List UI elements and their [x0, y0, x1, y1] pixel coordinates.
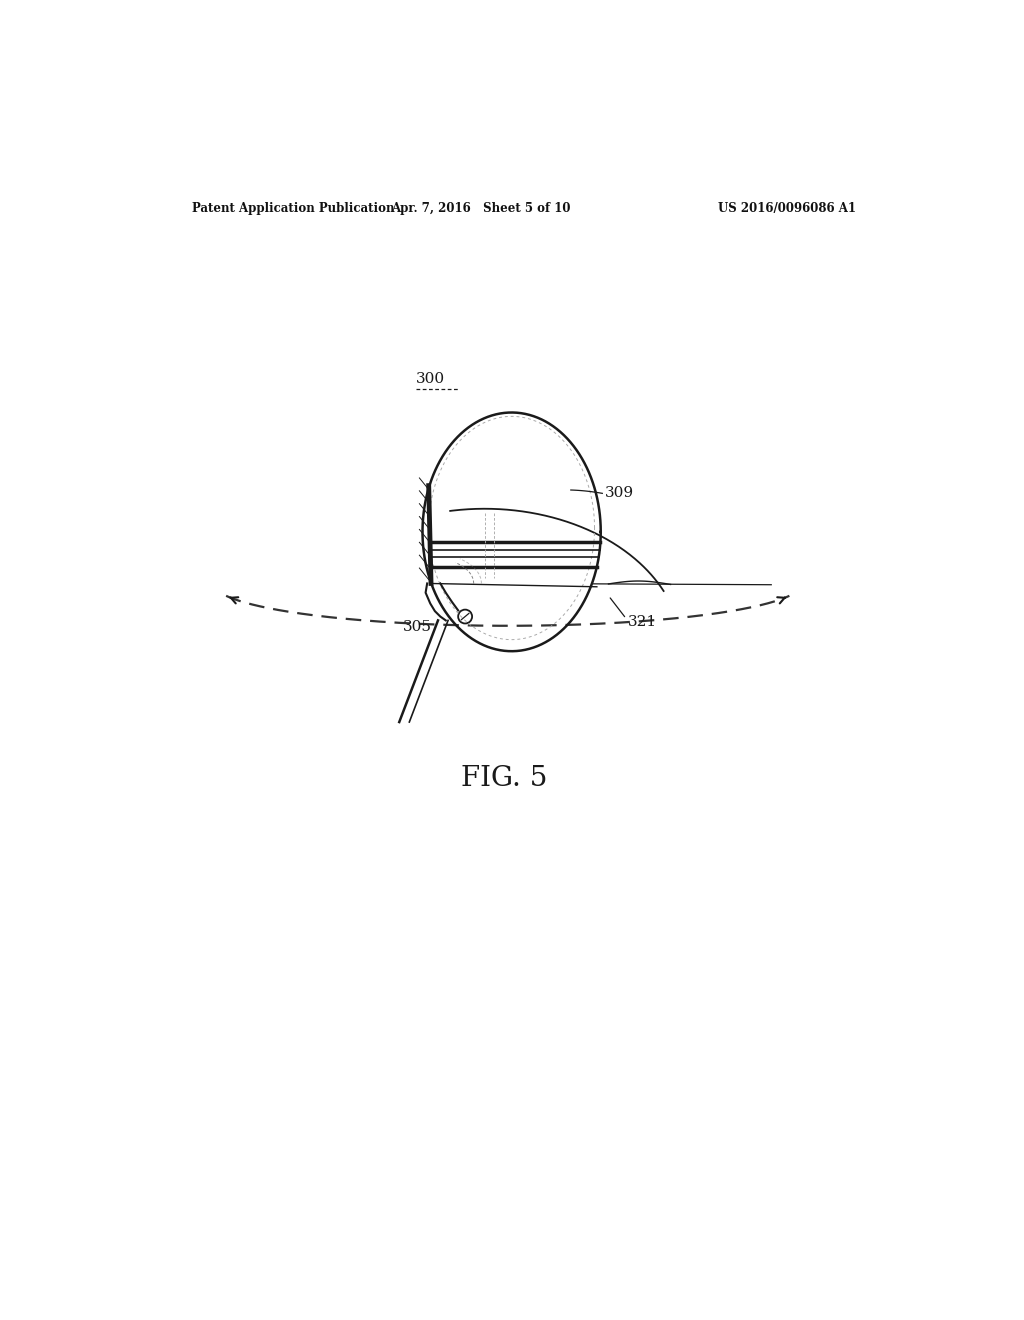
- Text: 300: 300: [417, 371, 445, 385]
- Text: FIG. 5: FIG. 5: [461, 764, 547, 792]
- Text: 305: 305: [403, 619, 432, 634]
- Text: 309: 309: [604, 486, 634, 500]
- Text: Apr. 7, 2016   Sheet 5 of 10: Apr. 7, 2016 Sheet 5 of 10: [391, 202, 570, 215]
- Text: 321: 321: [628, 615, 657, 628]
- Text: Patent Application Publication: Patent Application Publication: [191, 202, 394, 215]
- Text: US 2016/0096086 A1: US 2016/0096086 A1: [719, 202, 856, 215]
